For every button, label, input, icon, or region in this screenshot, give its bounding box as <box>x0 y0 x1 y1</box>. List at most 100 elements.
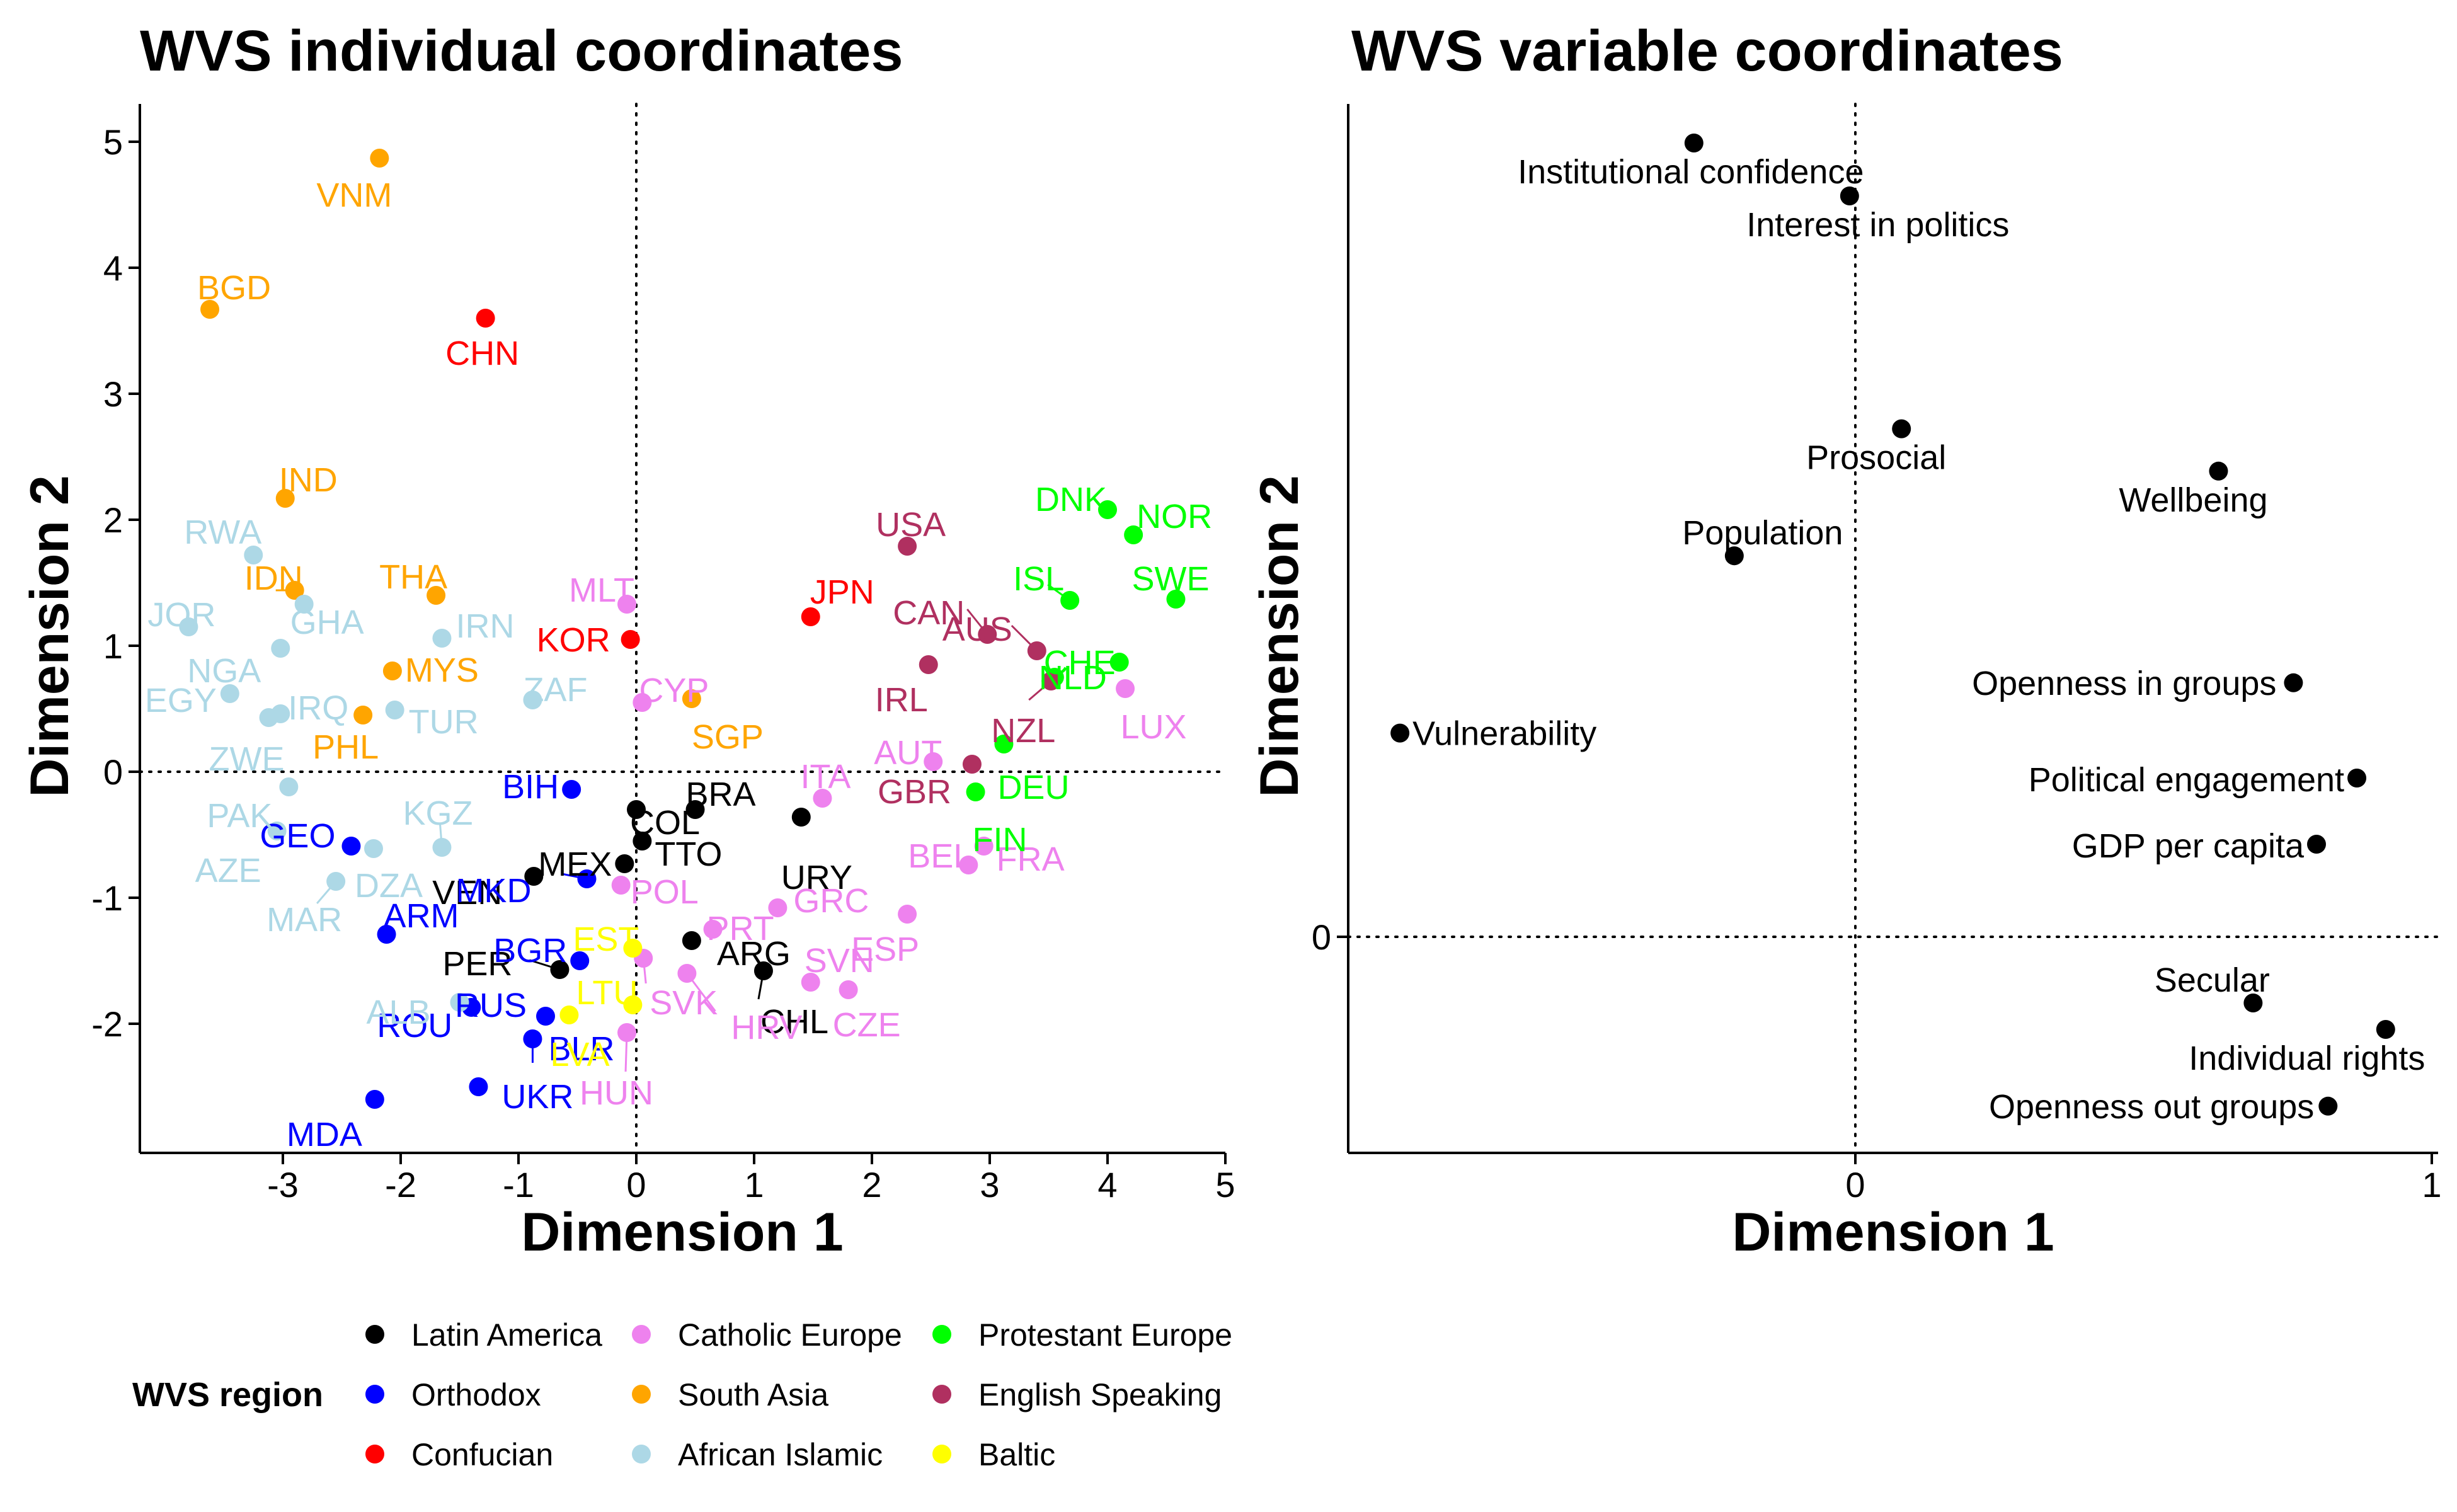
point-label-nor: NOR <box>1137 498 1212 536</box>
point-label-mar: MAR <box>266 901 342 939</box>
point-population <box>1724 546 1744 566</box>
point-label-nld: NLD <box>1039 659 1107 697</box>
point-label-irq: IRQ <box>288 689 348 727</box>
point-label-population: Population <box>1682 514 1843 552</box>
point-label-rwa: RWA <box>184 513 261 551</box>
point-label-ita: ITA <box>800 758 850 796</box>
legend-label: Latin America <box>411 1317 602 1353</box>
legend-swatch <box>365 1325 384 1344</box>
point-label-aze: AZE <box>195 852 261 890</box>
point-arm <box>377 925 396 944</box>
point-mda <box>365 1090 384 1109</box>
point-label-openness-in-groups: Openness in groups <box>1972 665 2276 702</box>
point-label-geo: GEO <box>260 817 335 855</box>
legend-swatch <box>632 1325 651 1344</box>
legend-swatch <box>932 1325 951 1344</box>
point-secular <box>2243 994 2263 1012</box>
point-label-tto: TTO <box>655 835 722 873</box>
point-pak <box>279 777 299 796</box>
point-aut <box>924 752 943 771</box>
point-label-zwe: ZWE <box>209 740 285 778</box>
point-label-chl: CHL <box>760 1003 828 1041</box>
point-label-bgd: BGD <box>197 269 271 307</box>
point-label-hrv: HRV <box>731 1009 802 1046</box>
point-label-mkd: MKD <box>455 872 531 910</box>
point-bra <box>685 800 705 819</box>
point-wellbeing <box>2209 461 2228 481</box>
point-ltu <box>623 995 643 1014</box>
point-egy <box>220 684 239 703</box>
point-label-bel: BEL <box>908 837 972 875</box>
point-label-political-engagement: Political engagement <box>2029 761 2344 799</box>
point-label-mlt: MLT <box>569 571 634 609</box>
point-label-blr: BLR <box>548 1030 614 1068</box>
point-bel <box>959 856 978 874</box>
legend-item-baltic: Baltic <box>932 1437 1055 1472</box>
point-hrv <box>677 964 697 983</box>
point-tha <box>427 586 446 605</box>
point-blr <box>523 1029 542 1048</box>
point-cze <box>839 980 858 999</box>
point-hun <box>617 1023 637 1042</box>
point-nor <box>1124 525 1143 544</box>
point-label-chn: CHN <box>445 335 519 372</box>
point-label-cze: CZE <box>833 1006 901 1044</box>
point-label-hun: HUN <box>580 1074 653 1112</box>
x-tick-label: 4 <box>1097 1165 1117 1205</box>
x-tick-label: 0 <box>1845 1165 1865 1205</box>
legend-label: Confucian <box>411 1437 553 1472</box>
point-label-pol: POL <box>631 873 699 911</box>
point-ury <box>791 808 811 827</box>
point-bgr <box>570 951 590 970</box>
point-interest-in-politics <box>1840 186 1859 205</box>
point-aze <box>267 822 287 840</box>
point-ven <box>524 867 544 886</box>
legend-label: Catholic Europe <box>678 1317 902 1353</box>
point-label-kgz: KGZ <box>403 794 472 832</box>
point-label-ind: IND <box>279 461 338 499</box>
point-label-gbr: GBR <box>878 773 951 811</box>
point-kgz <box>432 838 452 857</box>
point-per <box>550 960 570 979</box>
x-tick-label: 0 <box>626 1165 646 1205</box>
legend-title: WVS region <box>132 1376 323 1414</box>
point-label-irn: IRN <box>455 607 514 645</box>
left-y-axis-title: Dimension 2 <box>20 475 80 797</box>
y-tick-label: 1 <box>103 626 123 666</box>
point-political-engagement <box>2347 769 2367 788</box>
legend-swatch <box>932 1385 951 1404</box>
legend-item-african-islamic: African Islamic <box>632 1437 883 1472</box>
point-tur <box>385 701 404 719</box>
point-ita <box>813 789 832 808</box>
point-prt <box>703 920 723 939</box>
point-jpn <box>801 607 820 626</box>
point-label-sgp: SGP <box>692 718 764 756</box>
point-label-zaf: ZAF <box>523 671 587 709</box>
x-tick-label: -3 <box>267 1165 299 1205</box>
point-deu <box>994 735 1014 753</box>
left-x-ticks: -3 -2 -1 0 1 2 3 4 5 <box>267 1153 1235 1205</box>
point-label-mda: MDA <box>287 1116 362 1154</box>
point-chn <box>476 309 495 328</box>
x-tick-label: -1 <box>503 1165 534 1205</box>
point-label-vnm: VNM <box>316 176 392 214</box>
legend-swatch <box>365 1385 384 1404</box>
point-mkd <box>577 869 597 888</box>
legend-item-confucian: Confucian <box>365 1437 553 1472</box>
point-label-dnk: DNK <box>1035 481 1107 518</box>
point-individual-rights <box>2376 1020 2395 1039</box>
point-pol <box>611 876 631 895</box>
point-zaf <box>523 690 542 709</box>
legend-swatch <box>632 1385 651 1404</box>
point-fra <box>974 837 994 856</box>
point-label-svn: SVN <box>805 942 874 980</box>
left-x-axis-title: Dimension 1 <box>521 1202 843 1263</box>
point-label-phl: PHL <box>312 728 379 766</box>
point-label-jpn: JPN <box>810 573 874 611</box>
point-label-ukr: UKR <box>501 1078 573 1116</box>
right-y-axis-title: Dimension 2 <box>1249 475 1310 797</box>
y-tick-label: 2 <box>103 500 123 540</box>
point-label-mys: MYS <box>405 651 479 689</box>
point-cyp <box>633 693 652 712</box>
